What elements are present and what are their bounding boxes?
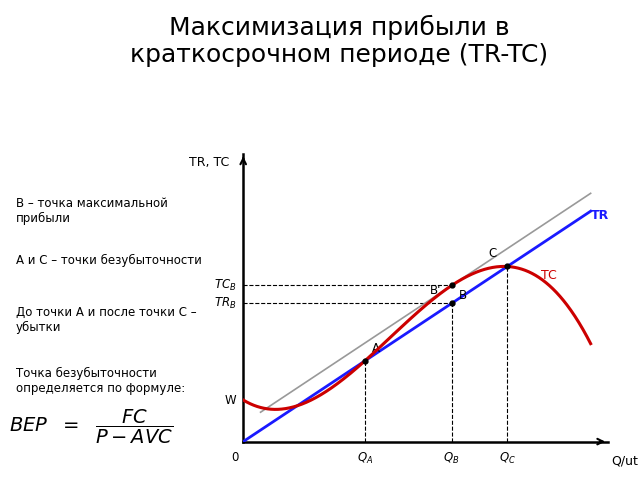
- Text: B: B: [459, 288, 467, 302]
- Text: В – точка максимальной
прибыли: В – точка максимальной прибыли: [15, 197, 168, 225]
- Text: TR: TR: [591, 209, 609, 222]
- Text: $Q_B$: $Q_B$: [444, 451, 460, 466]
- Text: $TC_B$: $TC_B$: [214, 278, 236, 293]
- Text: Q/ut: Q/ut: [612, 455, 639, 468]
- Text: B': B': [430, 284, 441, 297]
- Text: TR, TC: TR, TC: [189, 156, 229, 169]
- Text: A: A: [372, 342, 380, 355]
- Text: C: C: [488, 247, 497, 260]
- Text: $Q_A$: $Q_A$: [356, 451, 373, 466]
- Text: А и С – точки безубыточности: А и С – точки безубыточности: [15, 254, 202, 267]
- Text: 0: 0: [231, 451, 238, 464]
- Text: Точка безубыточности
определяется по формуле:: Точка безубыточности определяется по фор…: [15, 367, 185, 395]
- Text: TC: TC: [541, 269, 557, 282]
- Text: $TR_B$: $TR_B$: [214, 296, 236, 311]
- Text: До точки А и после точки С –
убытки: До точки А и после точки С – убытки: [15, 306, 196, 335]
- Text: $Q_C$: $Q_C$: [499, 451, 516, 466]
- Text: Максимизация прибыли в
краткосрочном периоде (TR-TC): Максимизация прибыли в краткосрочном пер…: [130, 14, 548, 67]
- Text: W: W: [225, 394, 236, 407]
- Text: $\mathit{BEP}$  $=$  $\dfrac{\mathit{FC}}{\mathit{P} - \mathit{AVC}}$: $\mathit{BEP}$ $=$ $\dfrac{\mathit{FC}}{…: [9, 408, 173, 446]
